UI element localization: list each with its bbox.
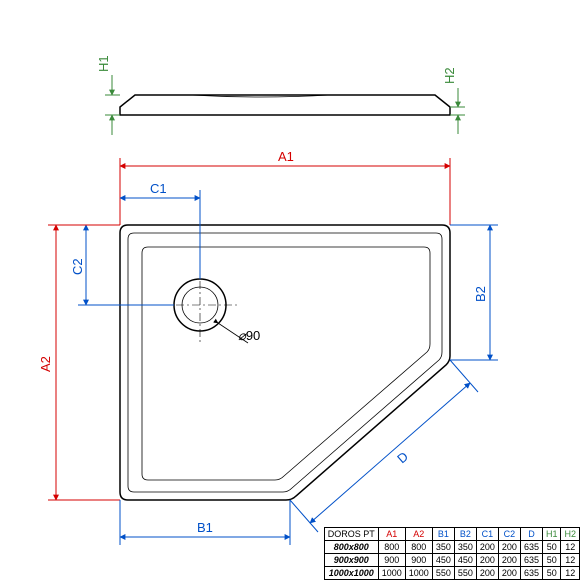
label-b1: B1 xyxy=(197,520,213,535)
cell: 1000 xyxy=(405,567,432,580)
cell: 12 xyxy=(561,554,580,567)
label-b2: B2 xyxy=(473,286,488,302)
col-a2: A2 xyxy=(405,528,432,541)
table-row: 800x8008008003503502002006355012 xyxy=(324,541,579,554)
col-c1: C1 xyxy=(476,528,498,541)
label-a1: A1 xyxy=(278,149,294,164)
label-d: D xyxy=(394,449,411,466)
cell: 350 xyxy=(454,541,476,554)
table-row: 900x9009009004504502002006355012 xyxy=(324,554,579,567)
row-header: 900x900 xyxy=(324,554,378,567)
label-c2: C2 xyxy=(70,258,85,275)
cell: 12 xyxy=(561,567,580,580)
label-diameter: ⌀90 xyxy=(238,328,260,343)
cell: 200 xyxy=(476,567,498,580)
cell: 635 xyxy=(520,554,542,567)
table-title: DOROS PT xyxy=(324,528,378,541)
label-a2: A2 xyxy=(38,356,53,372)
cell: 450 xyxy=(432,554,454,567)
table-row: 1000x1000100010005505502002006355012 xyxy=(324,567,579,580)
row-header: 800x800 xyxy=(324,541,378,554)
cell: 200 xyxy=(476,554,498,567)
cell: 200 xyxy=(498,554,520,567)
col-c2: C2 xyxy=(498,528,520,541)
cell: 350 xyxy=(432,541,454,554)
cell: 1000 xyxy=(378,567,405,580)
cell: 200 xyxy=(498,541,520,554)
col-b2: B2 xyxy=(454,528,476,541)
row-header: 1000x1000 xyxy=(324,567,378,580)
label-h1: H1 xyxy=(96,55,111,72)
cell: 50 xyxy=(542,567,561,580)
cell: 200 xyxy=(498,567,520,580)
col-h2: H2 xyxy=(561,528,580,541)
cell: 800 xyxy=(405,541,432,554)
col-d: D xyxy=(520,528,542,541)
cell: 900 xyxy=(405,554,432,567)
cell: 50 xyxy=(542,541,561,554)
label-h2: H2 xyxy=(442,67,457,84)
col-b1: B1 xyxy=(432,528,454,541)
label-c1: C1 xyxy=(150,181,167,196)
cell: 12 xyxy=(561,541,580,554)
col-h1: H1 xyxy=(542,528,561,541)
technical-drawing: H1 H2 ⌀90 A1 C1 xyxy=(0,0,588,588)
cell: 50 xyxy=(542,554,561,567)
col-a1: A1 xyxy=(378,528,405,541)
cell: 635 xyxy=(520,541,542,554)
profile-view: H1 H2 xyxy=(96,55,465,135)
dimensions-table: DOROS PT A1 A2 B1 B2 C1 C2 D H1 H2 800x8… xyxy=(324,527,580,580)
cell: 200 xyxy=(476,541,498,554)
cell: 550 xyxy=(454,567,476,580)
cell: 635 xyxy=(520,567,542,580)
cell: 900 xyxy=(378,554,405,567)
plan-view: ⌀90 A1 C1 C2 A2 B1 B2 D xyxy=(38,149,498,545)
cell: 550 xyxy=(432,567,454,580)
cell: 450 xyxy=(454,554,476,567)
cell: 800 xyxy=(378,541,405,554)
